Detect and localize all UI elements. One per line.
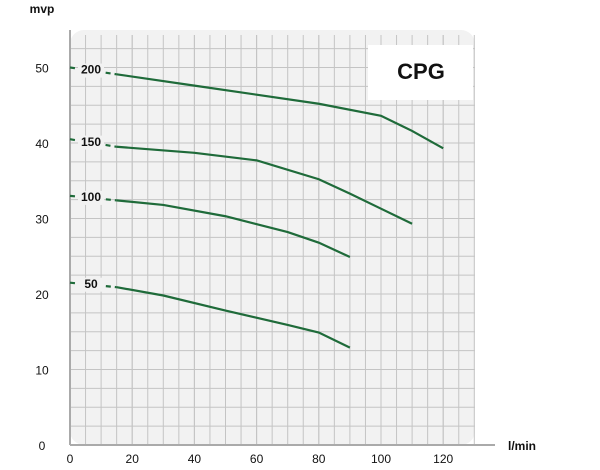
line-dashed <box>69 194 117 202</box>
x-tick-label: 0 <box>67 452 74 466</box>
line-dashed <box>69 138 117 148</box>
legend-label-bg <box>77 190 104 205</box>
x-tick-label: 60 <box>250 452 264 466</box>
line <box>116 286 351 349</box>
x-tick-label: 120 <box>433 452 453 466</box>
series-label: 100 <box>81 190 101 204</box>
annotation: CPG <box>397 59 445 84</box>
legend-label-bg <box>77 63 104 78</box>
x-tick-label: 100 <box>371 452 391 466</box>
line <box>116 145 413 225</box>
legend-label-bg <box>77 277 104 292</box>
line <box>116 199 351 259</box>
y-tick-label: 50 <box>35 62 49 76</box>
y-tick-label: 40 <box>35 137 49 151</box>
x-tick-label: 40 <box>188 452 202 466</box>
y-tick-label: 30 <box>35 213 49 227</box>
y-tick-label: 20 <box>35 288 49 302</box>
x-tick-label: 80 <box>312 452 326 466</box>
series-label: 150 <box>81 135 101 149</box>
series-label: 200 <box>81 63 101 77</box>
y-tick-label: 0 <box>39 439 46 453</box>
line-dashed <box>69 281 117 289</box>
legend-label-bg <box>77 135 104 150</box>
x-axis-label: l/min <box>508 439 536 453</box>
annotation-box <box>368 45 473 100</box>
grid <box>69 35 475 446</box>
series-label: 50 <box>84 277 98 291</box>
y-axis-label: mvp <box>30 2 55 16</box>
line-dashed <box>69 66 117 76</box>
x-tick-label: 20 <box>126 452 140 466</box>
line <box>116 73 444 150</box>
y-tick-label: 10 <box>35 364 49 378</box>
